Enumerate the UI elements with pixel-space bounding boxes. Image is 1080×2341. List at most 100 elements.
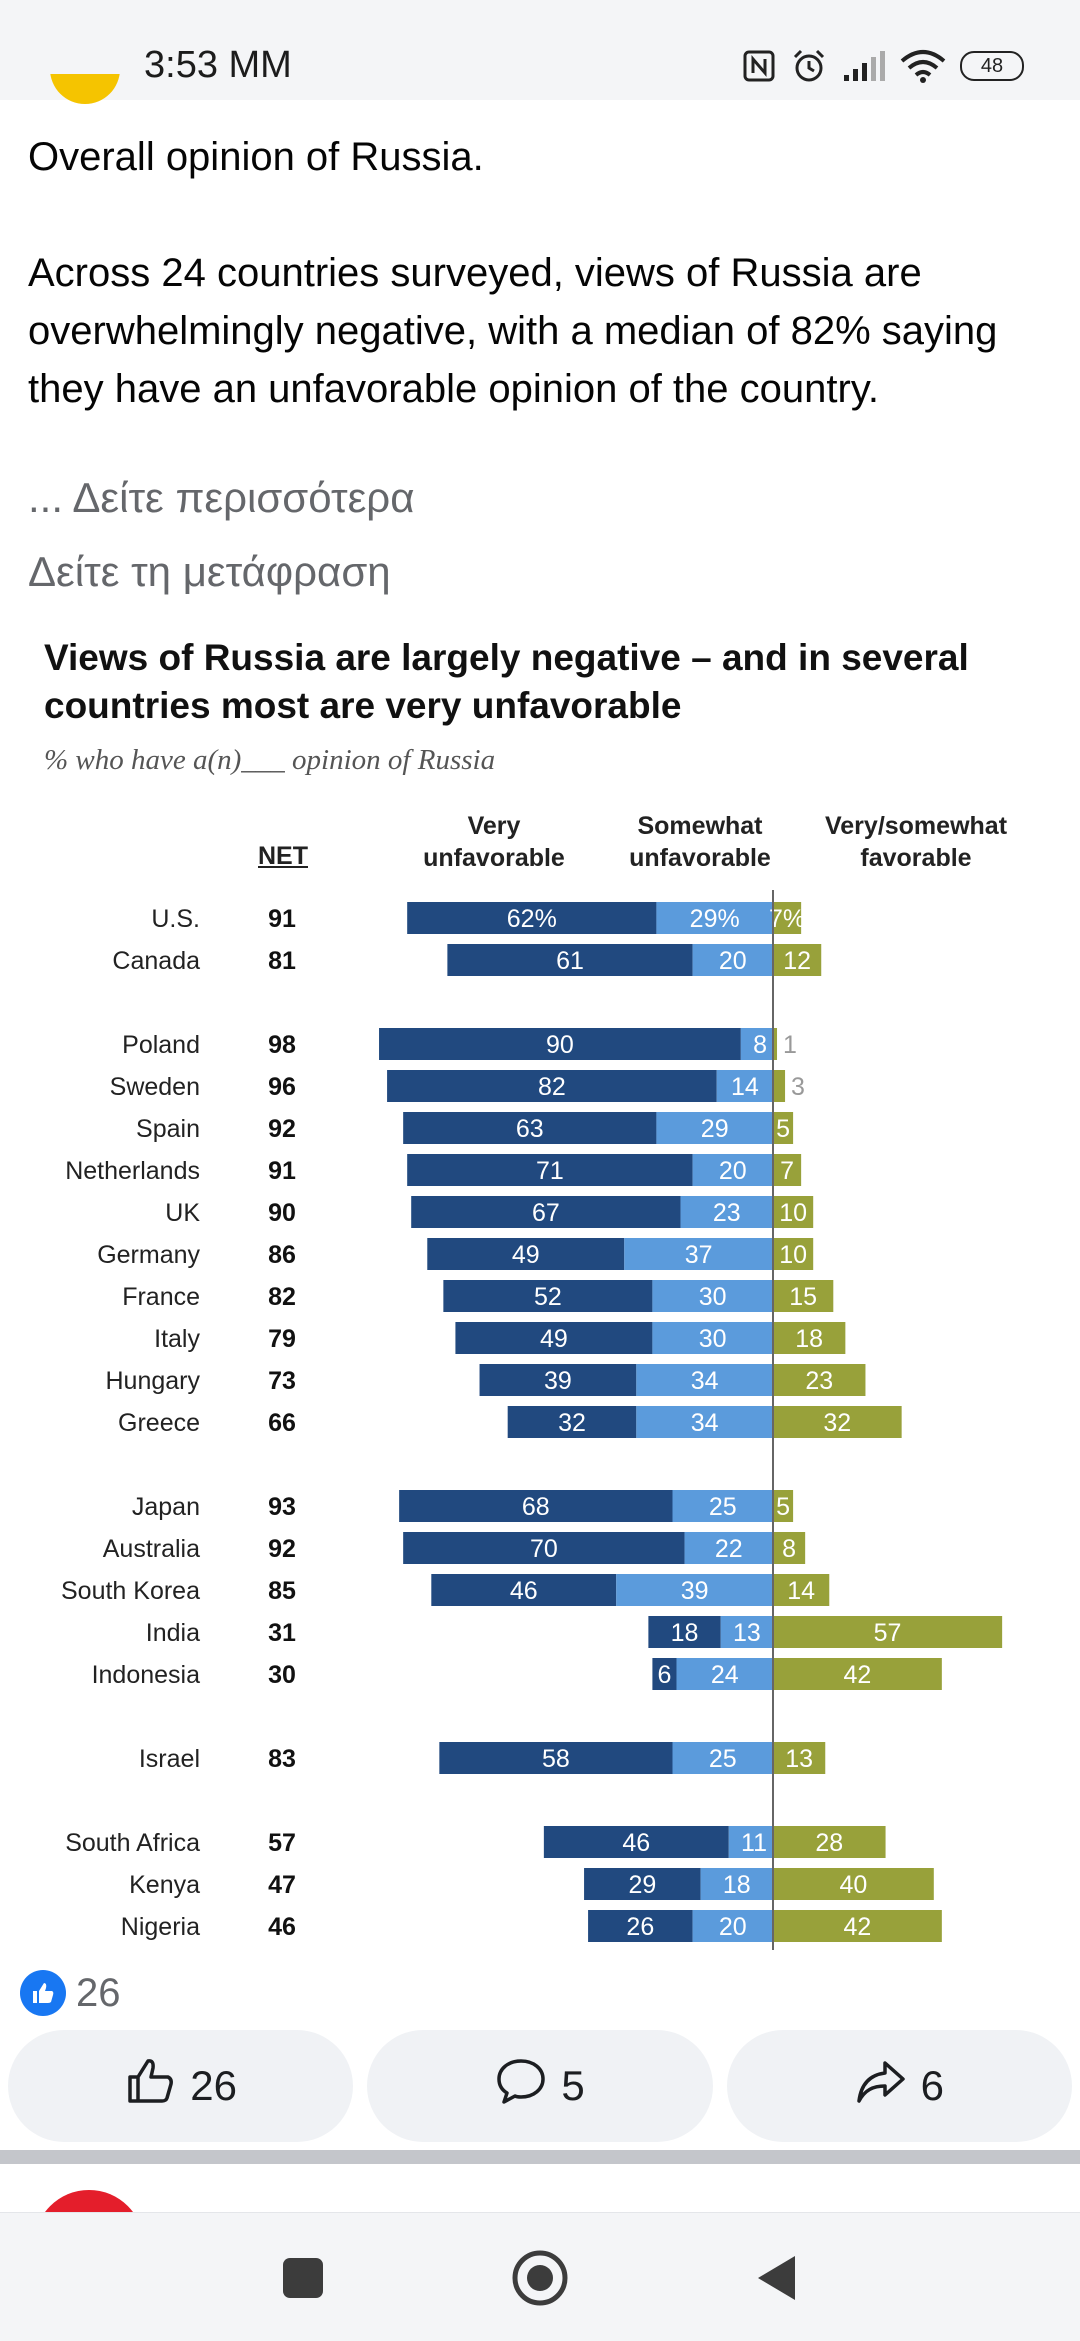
bar-very-unfavorable <box>479 1364 637 1396</box>
label-favorable: 5 <box>776 1115 790 1143</box>
bar-somewhat-unfavorable <box>680 1196 773 1228</box>
label-very-unfavorable: 6 <box>658 1661 672 1689</box>
bar-very-unfavorable <box>455 1322 653 1354</box>
label-favorable: 18 <box>795 1325 823 1353</box>
bar-very-unfavorable <box>447 944 693 976</box>
post-divider <box>0 2150 1080 2164</box>
signal-icon <box>842 51 886 81</box>
net-value: 83 <box>268 1745 296 1773</box>
battery-icon: 48 <box>960 51 1024 81</box>
bar-somewhat-unfavorable <box>656 902 773 934</box>
bar-favorable <box>773 1532 806 1564</box>
label-favorable: 42 <box>844 1913 872 1941</box>
label-favorable: 1 <box>783 1031 797 1059</box>
bar-somewhat-unfavorable <box>672 1742 773 1774</box>
label-very-unfavorable: 49 <box>512 1241 540 1269</box>
label-somewhat-unfavorable: 11 <box>741 1829 767 1857</box>
bar-somewhat-unfavorable <box>624 1238 773 1270</box>
net-value: 85 <box>268 1577 296 1605</box>
country-label: Israel <box>139 1745 200 1773</box>
label-somewhat-unfavorable: 14 <box>731 1073 759 1101</box>
label-somewhat-unfavorable: 39 <box>681 1577 709 1605</box>
comment-button[interactable]: 5 <box>367 2030 713 2142</box>
label-very-unfavorable: 70 <box>530 1535 558 1563</box>
bar-somewhat-unfavorable <box>656 1112 773 1144</box>
label-somewhat-unfavorable: 18 <box>723 1871 751 1899</box>
bar-favorable <box>773 1280 834 1312</box>
net-value: 57 <box>268 1829 296 1857</box>
net-value: 92 <box>268 1115 296 1143</box>
label-very-unfavorable: 52 <box>534 1283 562 1311</box>
label-very-unfavorable: 67 <box>532 1199 560 1227</box>
label-favorable: 3 <box>791 1073 805 1101</box>
see-more-link[interactable]: ... Δείτε περισσότερα <box>28 474 415 521</box>
bar-very-unfavorable <box>379 1028 741 1060</box>
country-label: Hungary <box>106 1367 201 1395</box>
label-somewhat-unfavorable: 8 <box>753 1031 767 1059</box>
back-triangle-icon <box>758 2256 795 2300</box>
bar-somewhat-unfavorable <box>692 1154 773 1186</box>
country-label: India <box>146 1619 200 1647</box>
bar-favorable <box>773 1826 886 1858</box>
bar-very-unfavorable <box>403 1112 657 1144</box>
label-somewhat-unfavorable: 25 <box>709 1493 737 1521</box>
circle-icon <box>512 2250 568 2306</box>
square-icon <box>283 2258 323 2298</box>
net-value: 73 <box>268 1367 296 1395</box>
bar-very-unfavorable <box>411 1196 681 1228</box>
status-bar: 3:53 MM 48 <box>0 0 1080 100</box>
status-icons: 48 <box>742 44 1024 88</box>
country-label: Netherlands <box>65 1157 200 1185</box>
label-very-unfavorable: 26 <box>626 1913 654 1941</box>
post-line-2: Across 24 countries surveyed, views of R… <box>28 251 998 411</box>
wifi-icon <box>900 49 946 83</box>
nfc-icon <box>742 49 776 83</box>
label-favorable: 32 <box>823 1409 851 1437</box>
bar-very-unfavorable <box>407 1154 693 1186</box>
net-header: NET <box>258 842 308 870</box>
label-favorable: 40 <box>839 1871 867 1899</box>
label-favorable: 23 <box>805 1367 833 1395</box>
back-button[interactable] <box>742 2243 812 2313</box>
label-somewhat-unfavorable: 30 <box>699 1283 727 1311</box>
see-translation-link[interactable]: Δείτε τη μετάφραση <box>28 548 391 595</box>
label-somewhat-unfavorable: 34 <box>691 1367 719 1395</box>
reactions-summary[interactable]: 26 <box>20 1968 121 2018</box>
bar-favorable <box>773 1658 942 1690</box>
status-time: 3:53 MM <box>144 44 292 86</box>
thumbs-up-icon <box>124 2055 176 2117</box>
country-label: Canada <box>112 947 200 975</box>
author-avatar[interactable] <box>50 74 120 106</box>
home-button[interactable] <box>505 2243 575 2313</box>
bar-favorable <box>773 1112 794 1144</box>
bar-somewhat-unfavorable <box>716 1070 773 1102</box>
bar-somewhat-unfavorable <box>652 1280 773 1312</box>
favorable-header: Very/somewhat favorable <box>824 812 1008 872</box>
post-text: Overall opinion of Russia. Across 24 cou… <box>28 128 1038 418</box>
label-very-unfavorable: 32 <box>558 1409 586 1437</box>
bar-very-unfavorable <box>387 1070 717 1102</box>
label-very-unfavorable: 61 <box>556 947 584 975</box>
label-somewhat-unfavorable: 23 <box>713 1199 741 1227</box>
comment-icon <box>495 2055 547 2117</box>
recents-button[interactable] <box>268 2243 338 2313</box>
alarm-icon <box>790 48 828 84</box>
share-button[interactable]: 6 <box>726 2030 1072 2142</box>
net-value: 30 <box>268 1661 296 1689</box>
comment-count: 5 <box>561 2062 585 2109</box>
label-very-unfavorable: 39 <box>544 1367 572 1395</box>
label-favorable: 8 <box>782 1535 796 1563</box>
chart-image[interactable]: Views of Russia are largely negative – a… <box>0 620 1080 1950</box>
bar-very-unfavorable <box>648 1616 721 1648</box>
net-value: 90 <box>268 1199 296 1227</box>
bar-somewhat-unfavorable <box>652 1322 773 1354</box>
like-button[interactable]: 26 <box>8 2030 354 2142</box>
net-value: 66 <box>268 1409 296 1437</box>
net-value: 79 <box>268 1325 296 1353</box>
next-post-avatar[interactable] <box>34 2190 144 2212</box>
net-value: 81 <box>268 947 296 975</box>
country-label: Poland <box>122 1031 200 1059</box>
bar-somewhat-unfavorable <box>692 944 773 976</box>
label-favorable: 15 <box>789 1283 817 1311</box>
